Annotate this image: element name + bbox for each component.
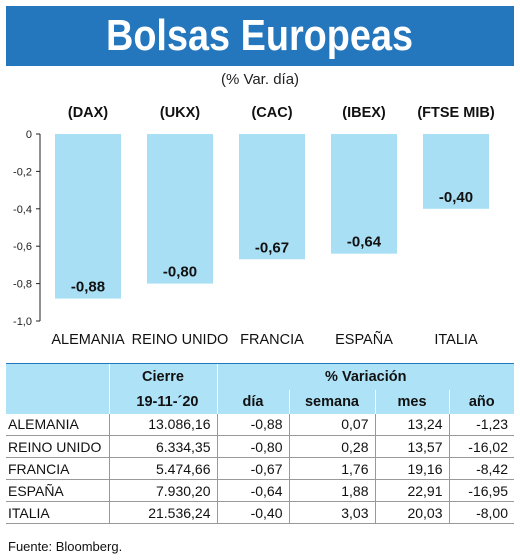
table-corner-cell-2 bbox=[6, 389, 109, 414]
index-label: (UKX) bbox=[160, 105, 200, 121]
row-month: 13,24 bbox=[374, 413, 449, 436]
header-semana: semana bbox=[288, 389, 375, 414]
index-label: (FTSE MIB) bbox=[417, 105, 494, 121]
row-month: 13,57 bbox=[374, 435, 449, 458]
row-week: 1,88 bbox=[288, 479, 375, 502]
row-close: 21.536,24 bbox=[108, 501, 217, 524]
bar bbox=[55, 134, 121, 299]
row-week: 1,76 bbox=[288, 457, 375, 480]
market-table: Cierre % Variación 19-11-´20 día semana … bbox=[6, 363, 514, 524]
data-label: -0,80 bbox=[163, 264, 197, 281]
header-mes: mes bbox=[374, 389, 449, 414]
row-month: 20,03 bbox=[374, 501, 449, 524]
table-row: ITALIA 21.536,24 -0,40 3,03 20,03 -8,00 bbox=[6, 501, 514, 524]
category-label: ALEMANIA bbox=[51, 332, 125, 348]
category-label: ESPAÑA bbox=[335, 331, 393, 348]
chart-title: Bolsas Europeas bbox=[106, 11, 414, 60]
data-label: -0,88 bbox=[71, 279, 105, 296]
title-banner: Bolsas Europeas bbox=[6, 6, 514, 66]
table-group-header-row: Cierre % Variación bbox=[6, 363, 514, 390]
category-label: REINO UNIDO bbox=[132, 332, 229, 348]
header-date: 19-11-´20 bbox=[108, 389, 217, 414]
row-close: 5.474,66 bbox=[108, 457, 217, 480]
row-country: ALEMANIA bbox=[8, 416, 79, 433]
data-label: -0,67 bbox=[255, 239, 289, 256]
index-label: (DAX) bbox=[68, 105, 108, 121]
row-week: 0,28 bbox=[288, 435, 375, 458]
row-day: -0,80 bbox=[216, 435, 289, 458]
bar-chart: 0 -0,2 -0,4 -0,6 -0,8 -1,0 (DAX) -0,88 ALEMANIA (… bbox=[13, 105, 495, 348]
row-year: -8,00 bbox=[448, 501, 514, 524]
chart-subtitle: (% Var. día) bbox=[220, 71, 300, 88]
table-row: REINO UNIDO 6.334,35 -0,80 0,28 13,57 -1… bbox=[6, 435, 514, 458]
data-label: -0,40 bbox=[439, 189, 473, 206]
index-label: (CAC) bbox=[251, 105, 292, 121]
bar bbox=[147, 134, 213, 284]
row-year: -16,02 bbox=[448, 435, 514, 458]
bar bbox=[331, 134, 397, 254]
table-sub-header-row: 19-11-´20 día semana mes año bbox=[6, 389, 514, 414]
y-tick-label: -0,2 bbox=[13, 166, 32, 178]
row-day: -0,40 bbox=[216, 501, 289, 524]
header-cierre: Cierre bbox=[108, 363, 217, 390]
header-variacion: % Variación bbox=[216, 363, 514, 390]
bar bbox=[239, 134, 305, 260]
source-note: Fuente: Bloomberg. bbox=[8, 539, 123, 554]
header-dia: día bbox=[216, 389, 289, 414]
row-country: FRANCIA bbox=[8, 460, 70, 477]
y-tick-label: 0 bbox=[26, 129, 32, 141]
row-close: 13.086,16 bbox=[108, 413, 217, 436]
row-year: -16,95 bbox=[448, 479, 514, 502]
row-country: ESPAÑA bbox=[8, 482, 64, 499]
table-row: FRANCIA 5.474,66 -0,67 1,76 19,16 -8,42 bbox=[6, 457, 514, 480]
y-tick-label: -0,8 bbox=[13, 279, 32, 291]
row-day: -0,67 bbox=[216, 457, 289, 480]
row-day: -0,88 bbox=[216, 413, 289, 436]
y-tick-label: -0,6 bbox=[13, 241, 32, 253]
row-close: 6.334,35 bbox=[108, 435, 217, 458]
row-month: 22,91 bbox=[374, 479, 449, 502]
y-tick-label: -1,0 bbox=[13, 316, 32, 328]
bar bbox=[423, 134, 489, 209]
row-year: -8,42 bbox=[448, 457, 514, 480]
row-country: ITALIA bbox=[8, 504, 50, 521]
table-row: ALEMANIA 13.086,16 -0,88 0,07 13,24 -1,2… bbox=[6, 413, 514, 436]
table-row: ESPAÑA 7.930,20 -0,64 1,88 22,91 -16,95 bbox=[6, 479, 514, 502]
data-label: -0,64 bbox=[347, 234, 382, 251]
category-label: FRANCIA bbox=[240, 332, 304, 348]
row-country: REINO UNIDO bbox=[8, 438, 102, 455]
row-year: -1,23 bbox=[448, 413, 514, 436]
row-close: 7.930,20 bbox=[108, 479, 217, 502]
row-month: 19,16 bbox=[374, 457, 449, 480]
row-day: -0,64 bbox=[216, 479, 289, 502]
table-corner-cell bbox=[6, 363, 109, 390]
header-ano: año bbox=[448, 389, 514, 414]
row-week: 0,07 bbox=[288, 413, 375, 436]
index-label: (IBEX) bbox=[342, 105, 386, 121]
y-tick-label: -0,4 bbox=[13, 204, 32, 216]
row-week: 3,03 bbox=[288, 501, 375, 524]
category-label: ITALIA bbox=[434, 332, 478, 348]
